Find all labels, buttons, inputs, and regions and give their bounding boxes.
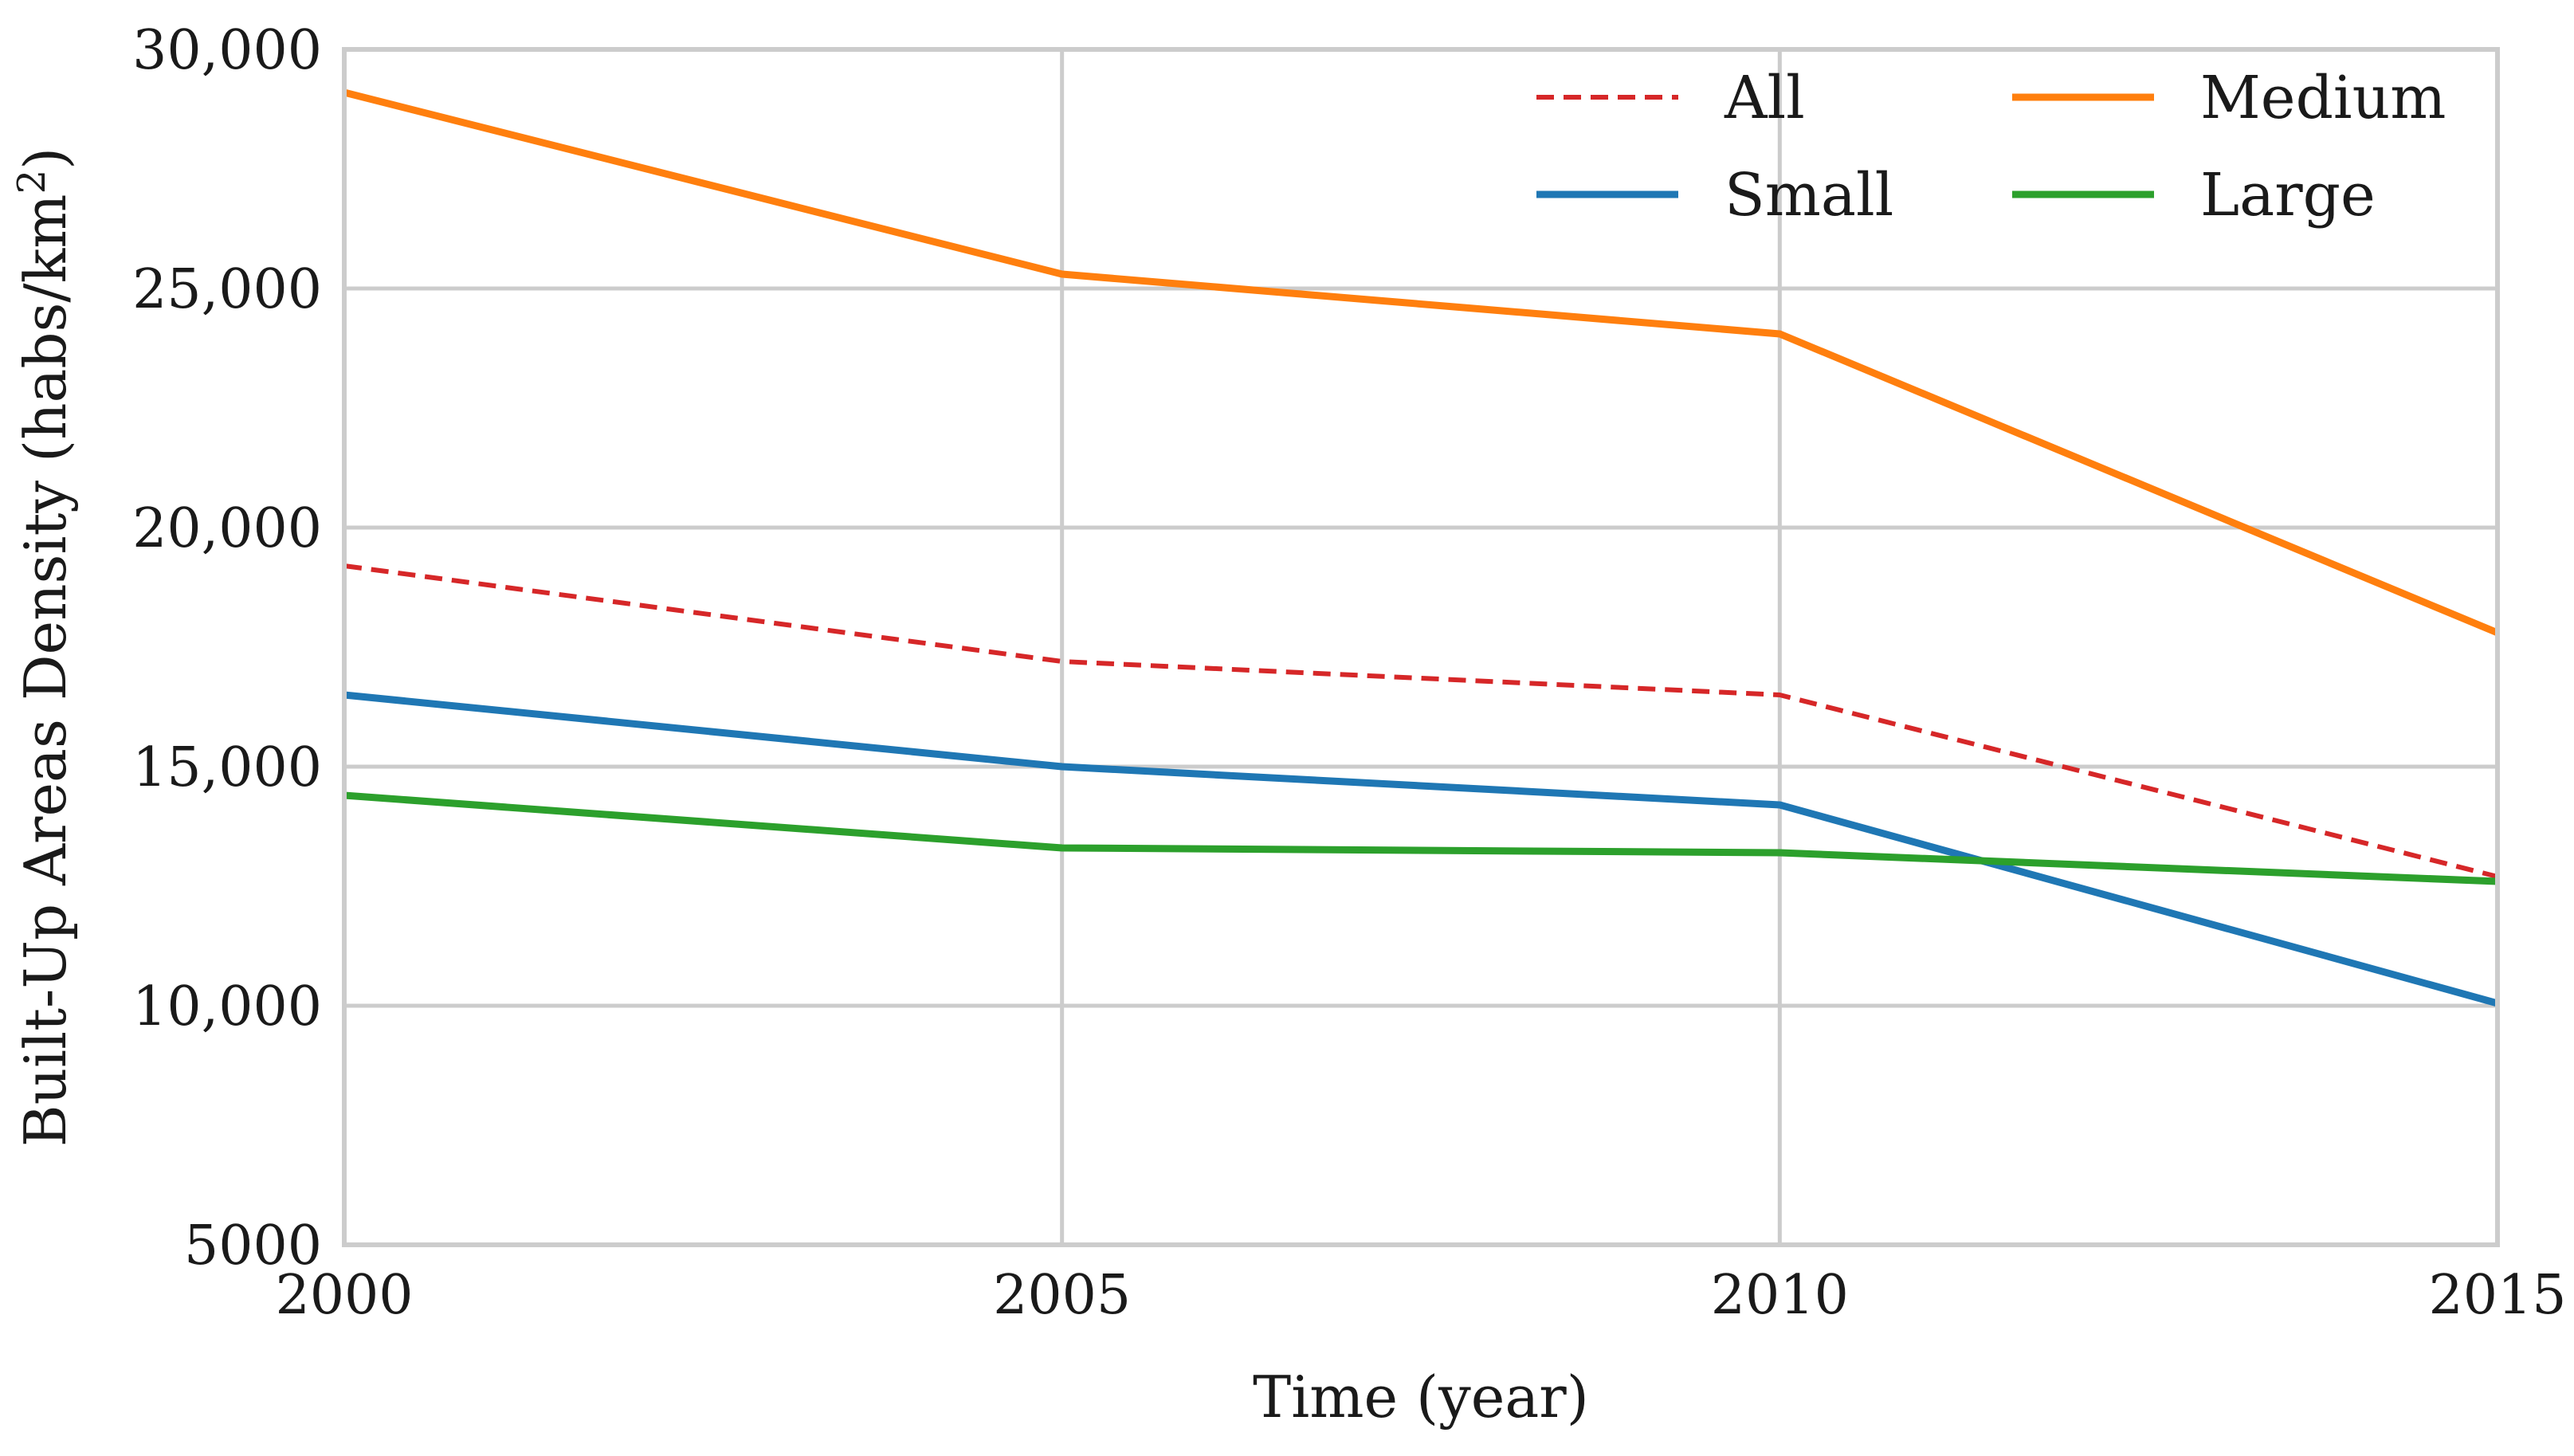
y-tick-label: 20,000 <box>132 497 322 560</box>
grid <box>342 47 2500 1247</box>
legend-label-large: Large <box>2200 161 2376 230</box>
tick-labels: 5000 10,000 15,000 20,000 25,000 30,000 2000 20… <box>132 19 2566 1327</box>
x-tick-label: 2000 <box>275 1264 413 1327</box>
y-tick-label: 5000 <box>184 1215 322 1277</box>
x-axis-title: Time (year) <box>1253 1364 1589 1430</box>
y-axis-title-close: ) <box>12 147 79 170</box>
legend-label-all: All <box>1724 64 1805 132</box>
y-tick-label: 15,000 <box>132 736 322 799</box>
plot-frame <box>342 47 2500 1247</box>
legend-label-medium: Medium <box>2200 64 2446 132</box>
legend-label-small: Small <box>1725 161 1893 230</box>
series-line-medium <box>343 88 2499 637</box>
y-tick-label: 30,000 <box>132 19 322 82</box>
series-lines <box>343 88 2499 1007</box>
y-axis-title-text: Built-Up Areas Density (habs/km <box>12 194 79 1147</box>
x-tick-label: 2005 <box>993 1264 1131 1327</box>
x-tick-label: 2010 <box>1711 1264 1849 1327</box>
series-line-all <box>343 563 2498 879</box>
y-axis-title-superscript: 2 <box>10 170 54 194</box>
y-axis-title: Built-Up Areas Density (habs/km2) <box>10 147 79 1147</box>
series-line-large <box>343 791 2498 885</box>
y-tick-label: 10,000 <box>132 975 322 1038</box>
x-tick-label: 2015 <box>2428 1264 2566 1327</box>
legend: All Small Medium Large <box>1536 64 2446 230</box>
y-tick-label: 25,000 <box>132 258 322 321</box>
series-line-small <box>343 691 2499 1007</box>
